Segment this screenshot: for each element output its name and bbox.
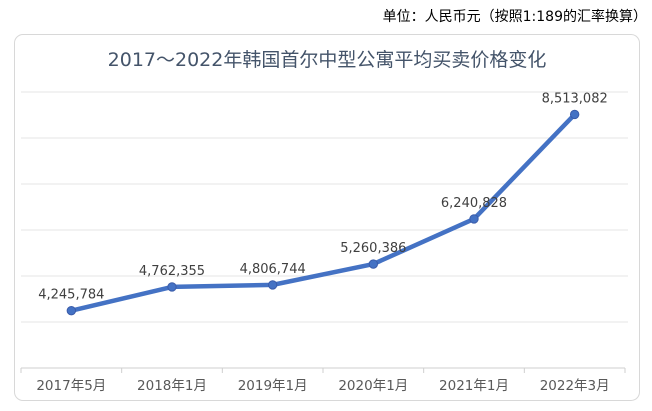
data-point-marker xyxy=(368,259,379,269)
unit-note: 单位：人民币元（按照1:189的汇率换算） xyxy=(382,9,647,25)
data-label: 5,260,386 xyxy=(340,241,406,256)
x-axis-label: 2018年1月 xyxy=(137,378,207,394)
data-point-marker xyxy=(267,280,278,290)
data-label: 4,245,784 xyxy=(38,288,104,303)
data-label: 6,240,828 xyxy=(441,196,507,211)
data-label: 8,513,082 xyxy=(542,91,608,106)
data-label: 4,806,744 xyxy=(240,262,306,277)
data-point-marker xyxy=(66,305,77,316)
x-axis-label: 2019年1月 xyxy=(238,378,308,394)
x-axis-label: 2022年3月 xyxy=(540,378,610,394)
x-axis-label: 2017年5月 xyxy=(36,378,106,394)
x-axis-label: 2020年1月 xyxy=(338,378,408,394)
x-axis-label: 2021年1月 xyxy=(439,378,509,394)
chart-title: 2017～2022年韩国首尔中型公寓平均买卖价格变化 xyxy=(107,49,547,71)
data-point-marker xyxy=(569,109,580,120)
data-point-marker xyxy=(167,282,177,292)
data-point-marker xyxy=(469,214,479,224)
chart-area-frame xyxy=(14,34,640,401)
data-label: 4,762,355 xyxy=(139,264,205,279)
price-series-line xyxy=(69,112,577,313)
